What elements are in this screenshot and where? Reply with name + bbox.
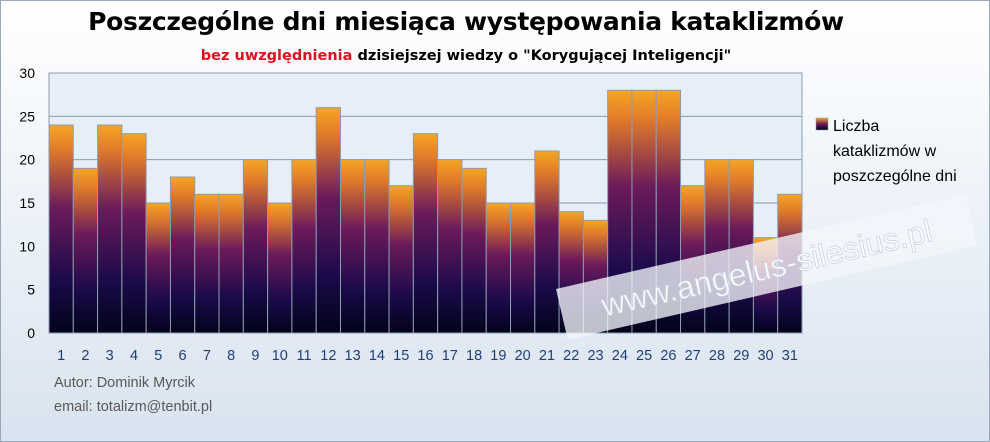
x-tick-label: 27 (685, 348, 701, 364)
x-tick-label: 19 (490, 348, 506, 364)
x-tick-label: 14 (369, 348, 385, 364)
y-tick-label: 30 (19, 65, 35, 81)
x-tick-label: 13 (345, 348, 361, 364)
x-tick-label: 29 (733, 348, 749, 364)
legend-swatch (815, 117, 829, 131)
x-tick-label: 31 (782, 348, 798, 364)
bar (291, 159, 317, 334)
chart-subtitle: bez uwzględnienia dzisiejszej wiedzy o "… (1, 48, 931, 64)
y-tick-label: 5 (27, 282, 35, 298)
bar (242, 159, 269, 334)
bar (534, 150, 560, 334)
legend-text: kataklizmów w (833, 143, 937, 160)
y-tick-label: 15 (19, 195, 35, 211)
x-tick-label: 3 (106, 348, 114, 364)
x-tick-label: 1 (57, 348, 65, 364)
x-tick-label: 5 (154, 348, 162, 364)
x-tick-label: 16 (417, 348, 433, 364)
x-tick-label: 25 (636, 348, 652, 364)
y-tick-label: 10 (19, 238, 35, 254)
y-tick-label: 25 (19, 108, 35, 124)
subtitle-highlight: bez uwzględnienia (200, 48, 353, 64)
x-tick-label: 9 (251, 348, 259, 364)
x-tick-label: 6 (179, 348, 187, 364)
x-tick-label: 21 (539, 348, 555, 364)
watermark-banner (556, 194, 977, 340)
x-tick-label: 26 (660, 348, 676, 364)
x-tick-label: 20 (515, 348, 531, 364)
x-tick-label: 17 (442, 348, 458, 364)
bar (169, 176, 196, 334)
bar (218, 193, 244, 334)
chart-title: Poszczególne dni miesiąca występowania k… (88, 7, 844, 36)
x-tick-label: 2 (81, 348, 89, 364)
bar (461, 167, 487, 334)
x-tick-label: 11 (297, 348, 312, 364)
bar (388, 185, 414, 334)
bar (510, 202, 536, 334)
bar (437, 159, 463, 334)
bar (72, 167, 99, 334)
legend-text: Liczba (833, 118, 879, 135)
bar (315, 107, 341, 334)
bar (267, 202, 293, 334)
bar (194, 193, 220, 334)
legend-text: poszczególne dni (833, 168, 957, 185)
footer-email: email: totalizm@tenbit.pl (54, 399, 213, 415)
bar (97, 124, 123, 334)
x-tick-label: 24 (612, 348, 628, 364)
x-tick-label: 7 (203, 348, 211, 364)
bar (412, 133, 439, 334)
x-tick-label: 8 (227, 348, 235, 364)
subtitle-rest: dzisiejszej wiedzy o "Korygującej Inteli… (357, 48, 732, 64)
footer-author: Autor: Dominik Myrcik (54, 375, 195, 391)
x-tick-label: 18 (466, 348, 482, 364)
bar (121, 133, 147, 334)
bar (485, 202, 512, 334)
bar (339, 159, 366, 334)
x-tick-label: 30 (757, 348, 773, 364)
y-tick-label: 0 (27, 325, 35, 341)
y-tick-label: 20 (19, 152, 35, 168)
x-tick-label: 22 (563, 348, 579, 364)
x-tick-label: 10 (272, 348, 288, 364)
bar (48, 124, 74, 334)
x-tick-label: 23 (587, 348, 603, 364)
x-tick-label: 12 (320, 348, 336, 364)
bar (145, 202, 171, 334)
x-tick-label: 15 (393, 348, 409, 364)
x-tick-label: 28 (709, 348, 725, 364)
bar (364, 159, 390, 334)
x-tick-label: 4 (130, 348, 138, 364)
